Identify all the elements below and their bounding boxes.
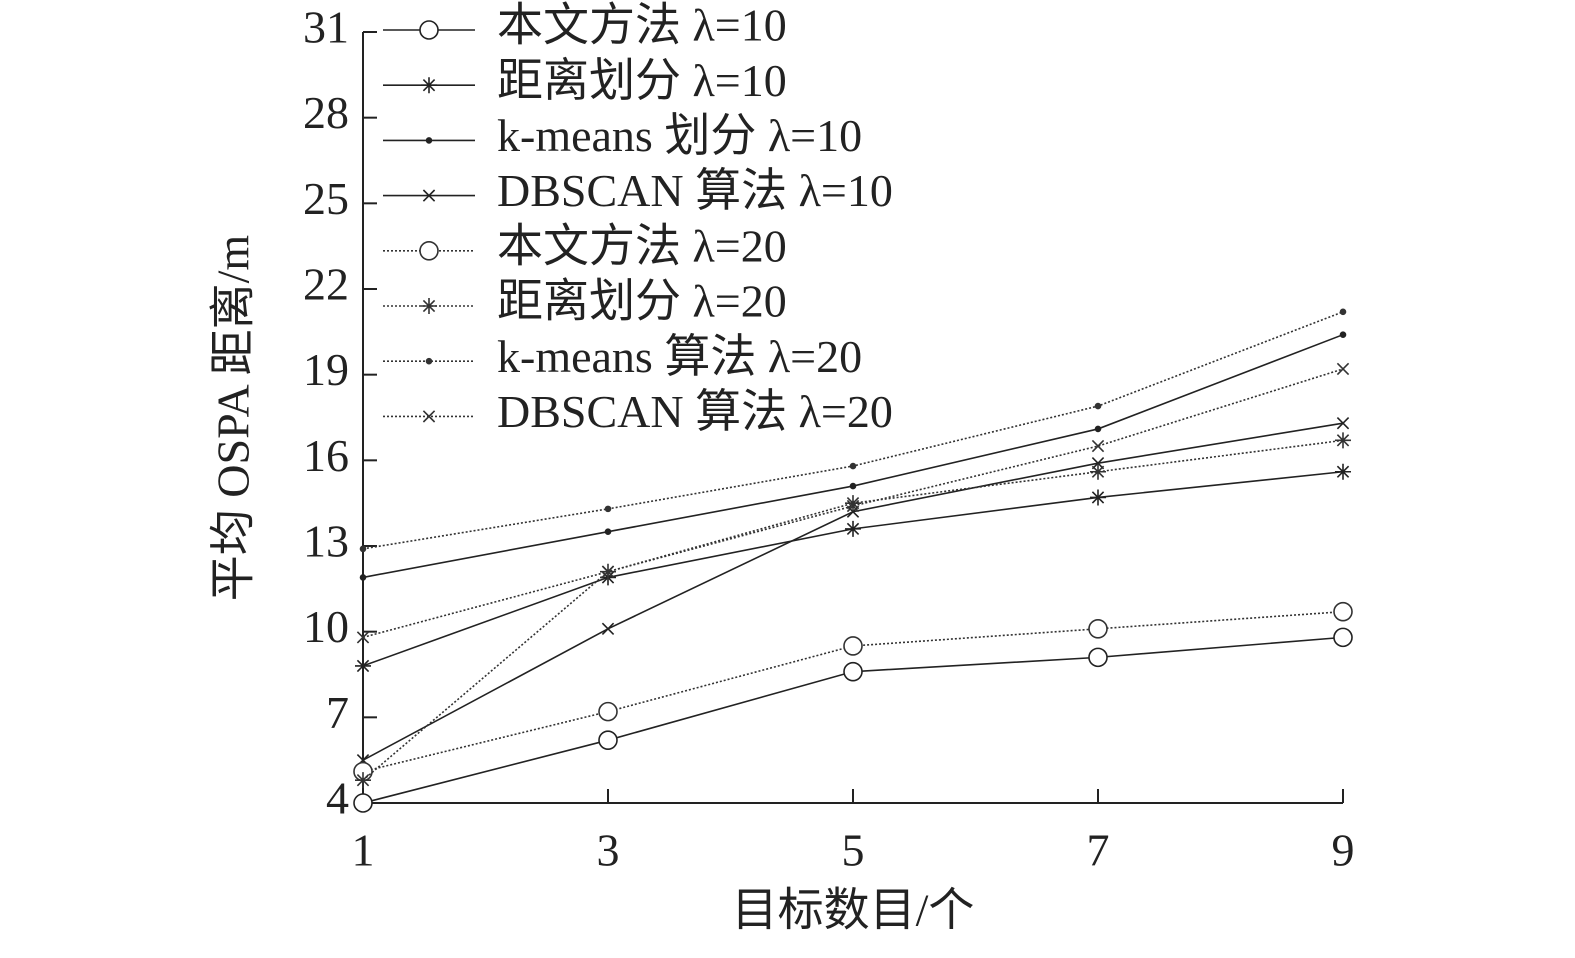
marker: [1090, 463, 1106, 480]
marker: [849, 462, 857, 470]
x-tick-label: 7: [1087, 825, 1110, 876]
marker: [1336, 362, 1350, 376]
y-tick-label: 22: [303, 259, 349, 310]
y-tick-label: 28: [303, 87, 349, 138]
legend-marker: [421, 77, 437, 94]
marker: [1091, 439, 1105, 453]
marker: [1094, 402, 1102, 410]
y-tick-label: 7: [326, 687, 349, 738]
legend-marker: [422, 410, 436, 423]
marker: [598, 730, 618, 750]
marker: [843, 636, 863, 656]
legend-label: k-means 算法 λ=20: [497, 331, 862, 382]
series-line: [362, 610, 1344, 773]
y-tick-label: 19: [303, 344, 349, 395]
legend-marker: [421, 298, 437, 314]
marker: [356, 631, 370, 644]
series-line: [362, 368, 1344, 639]
y-axis-label: 平均 OSPA 距离/m: [208, 235, 259, 602]
legend-marker: [425, 357, 433, 365]
x-tick-label: 3: [597, 825, 620, 876]
marker: [1339, 308, 1347, 316]
x-tick-label: 1: [352, 825, 375, 876]
legend-label: k-means 划分 λ=10: [497, 110, 862, 161]
marker: [1333, 627, 1353, 648]
marker: [601, 622, 615, 635]
legend-label: DBSCAN 算法 λ=20: [497, 386, 893, 437]
marker: [355, 772, 371, 789]
marker: [1335, 432, 1351, 449]
marker: [359, 545, 367, 553]
series-line: [362, 439, 1344, 781]
x-axis-label: 目标数目/个: [732, 885, 975, 936]
y-tick-label: 25: [303, 173, 349, 224]
marker: [845, 495, 861, 512]
marker: [1094, 425, 1102, 433]
legend-label: 距离划分 λ=20: [497, 276, 787, 327]
legend-label: 本文方法 λ=20: [497, 220, 787, 271]
marker: [843, 661, 863, 682]
legend-marker: [419, 241, 439, 261]
legend-label: 本文方法 λ=10: [497, 0, 787, 51]
marker: [846, 499, 860, 513]
marker: [1339, 331, 1347, 338]
legend-label: DBSCAN 算法 λ=10: [497, 165, 893, 216]
series-line: [362, 422, 1344, 761]
legend-label: 距离划分 λ=10: [497, 55, 787, 106]
marker: [359, 574, 367, 581]
x-tick-label: 9: [1332, 825, 1355, 876]
y-tick-label: 10: [303, 601, 349, 652]
y-tick-label: 16: [303, 430, 349, 481]
marker: [598, 701, 618, 722]
marker: [604, 505, 612, 513]
marker: [1088, 619, 1108, 639]
marker: [1088, 647, 1108, 668]
x-tick-label: 5: [842, 825, 865, 876]
marker: [849, 482, 857, 490]
marker: [1333, 601, 1353, 622]
marker: [845, 520, 861, 537]
y-tick-label: 13: [303, 516, 349, 567]
marker: [1090, 489, 1106, 506]
y-tick-label: 4: [326, 773, 349, 824]
marker: [355, 657, 371, 674]
y-tick-label: 31: [303, 2, 349, 53]
marker: [604, 528, 612, 536]
marker: [353, 793, 373, 813]
marker: [601, 565, 615, 578]
marker: [1335, 463, 1351, 480]
marker: [1336, 417, 1350, 430]
legend-marker: [422, 189, 436, 202]
legend-marker: [419, 20, 439, 40]
legend-marker: [425, 137, 433, 144]
